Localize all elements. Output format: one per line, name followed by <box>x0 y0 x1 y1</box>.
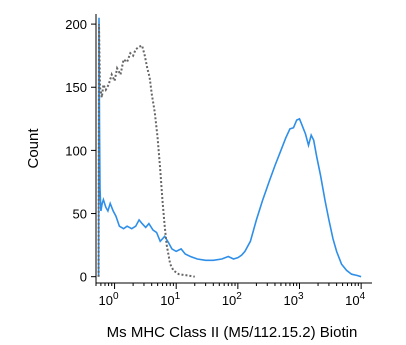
series-line-control-dotted <box>97 24 195 278</box>
series-line-stained <box>97 17 362 278</box>
x-tick-label: 102 <box>222 291 242 308</box>
y-axis-ticks: 0 50 100 150 200 <box>65 17 96 285</box>
y-tick-label: 150 <box>65 80 87 95</box>
y-tick-label: 200 <box>65 17 87 32</box>
series-layer <box>97 17 362 278</box>
x-tick-label: 101 <box>160 291 180 308</box>
y-tick-label: 100 <box>65 143 87 158</box>
y-tick-label: 50 <box>73 207 87 222</box>
y-axis-title: Count <box>25 128 42 169</box>
plot-area: 100 101 102 103 104 0 50 100 150 200 <box>65 14 372 308</box>
x-tick-label: 103 <box>283 291 303 308</box>
x-axis-title: Ms MHC Class II (M5/112.15.2) Biotin <box>107 324 358 341</box>
x-axis-ticks: 100 101 102 103 104 <box>95 283 366 308</box>
x-tick-label: 104 <box>345 291 365 308</box>
y-tick-label: 0 <box>80 270 87 285</box>
x-tick-label: 100 <box>99 291 119 308</box>
